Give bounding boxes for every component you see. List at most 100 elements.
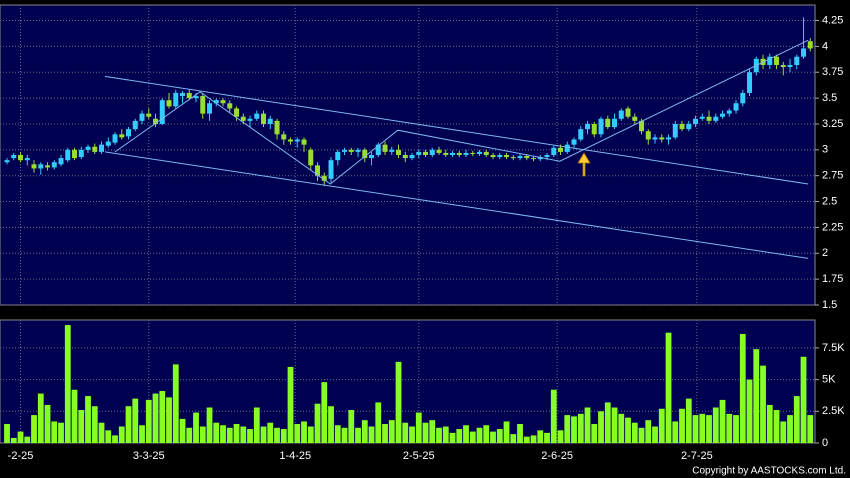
candle-body: [166, 100, 172, 107]
volume-bar: [31, 415, 37, 443]
x-tick-label: 1-4-25: [279, 450, 311, 462]
candle-body: [308, 149, 314, 166]
candle-body: [220, 100, 226, 104]
candle-body: [531, 158, 537, 160]
candle-body: [639, 120, 645, 132]
volume-bar: [456, 429, 463, 443]
candle-body: [645, 131, 651, 140]
candle-body: [78, 149, 84, 158]
volume-bar: [341, 427, 348, 443]
candle-body: [92, 146, 98, 152]
volume-bar: [105, 430, 112, 443]
candle-body: [780, 65, 786, 68]
volume-bar: [395, 361, 402, 443]
candle-body: [558, 147, 564, 152]
volume-bar: [112, 435, 118, 443]
volume-bar: [220, 425, 226, 443]
x-tick-label: 2-5-25: [403, 450, 435, 462]
x-tick-label: -2-25: [8, 450, 34, 462]
candle-body: [328, 160, 334, 179]
volume-bar: [726, 413, 733, 443]
candle-body: [153, 118, 159, 124]
candle-body: [477, 151, 483, 154]
volume-bar: [388, 420, 395, 443]
candle-body: [85, 146, 91, 150]
volume-bar: [247, 429, 253, 443]
y-tick-label: 2.5: [822, 195, 837, 207]
volume-bar: [699, 413, 706, 443]
candle-body: [551, 147, 557, 155]
candle-body: [355, 149, 361, 152]
candle-body: [186, 92, 192, 99]
candle-body: [747, 72, 753, 93]
volume-bar: [132, 398, 139, 443]
candle-body: [544, 155, 550, 158]
candle-body: [180, 92, 186, 97]
candle-body: [159, 100, 165, 124]
candle-body: [598, 118, 604, 135]
y-tick-label: 7.5K: [822, 342, 845, 354]
volume-bar: [476, 427, 483, 443]
candle-body: [146, 113, 152, 117]
candle-body: [517, 156, 523, 159]
candle-body: [213, 100, 219, 104]
candle-body: [767, 56, 773, 65]
y-tick-label: 4.25: [822, 14, 843, 26]
volume-bar: [469, 431, 476, 443]
volume-bar: [334, 425, 341, 443]
candle-body: [112, 134, 118, 143]
volume-bar: [442, 426, 449, 443]
candle-body: [450, 152, 456, 155]
volume-bar: [240, 426, 247, 443]
volume-bar: [415, 412, 422, 443]
candle-body: [58, 158, 64, 165]
volume-bar: [564, 415, 571, 443]
y-tick-label: 2.25: [822, 221, 843, 233]
candle-body: [31, 164, 37, 169]
candle-body: [409, 155, 415, 159]
candle-body: [382, 144, 388, 152]
candle-body: [591, 123, 597, 135]
volume-bar: [179, 418, 186, 443]
volume-bar: [733, 415, 739, 443]
volume-bar: [517, 423, 523, 443]
candle-body: [605, 118, 611, 128]
candle-body: [4, 160, 10, 163]
candle-body: [396, 149, 402, 155]
volume-bar: [186, 427, 193, 443]
volume-bar: [800, 356, 807, 443]
y-tick-label: 5K: [822, 374, 836, 386]
volume-bar: [679, 408, 685, 443]
volume-bar: [544, 432, 550, 443]
volume-bar: [37, 393, 44, 443]
candle-body: [652, 137, 658, 140]
volume-bar: [44, 404, 51, 443]
volume-bar: [287, 366, 294, 443]
volume-bar: [172, 364, 179, 443]
volume-bar: [253, 407, 260, 443]
candle-body: [38, 164, 44, 169]
volume-bar: [449, 432, 456, 443]
volume-bar: [64, 325, 71, 443]
volume-bar: [712, 407, 719, 443]
candle-body: [11, 155, 17, 159]
volume-bar: [766, 404, 773, 443]
volume-bar: [355, 427, 361, 443]
candle-body: [267, 118, 273, 124]
volume-bar: [496, 429, 503, 443]
volume-bar: [51, 421, 58, 443]
y-tick-label: 1.5: [822, 299, 837, 311]
candle-body: [537, 157, 543, 160]
candle-body: [375, 144, 381, 155]
volume-bar: [611, 407, 618, 443]
volume-bar: [665, 332, 672, 443]
x-tick-label: 3-3-25: [133, 450, 165, 462]
candle-body: [105, 141, 111, 146]
candle-body: [65, 149, 71, 161]
volume-bar: [199, 426, 206, 443]
volume-bar: [91, 406, 98, 443]
volume-bar: [780, 421, 787, 443]
volume-bar: [787, 415, 793, 443]
candle-body: [490, 155, 496, 158]
candle-body: [686, 123, 692, 130]
